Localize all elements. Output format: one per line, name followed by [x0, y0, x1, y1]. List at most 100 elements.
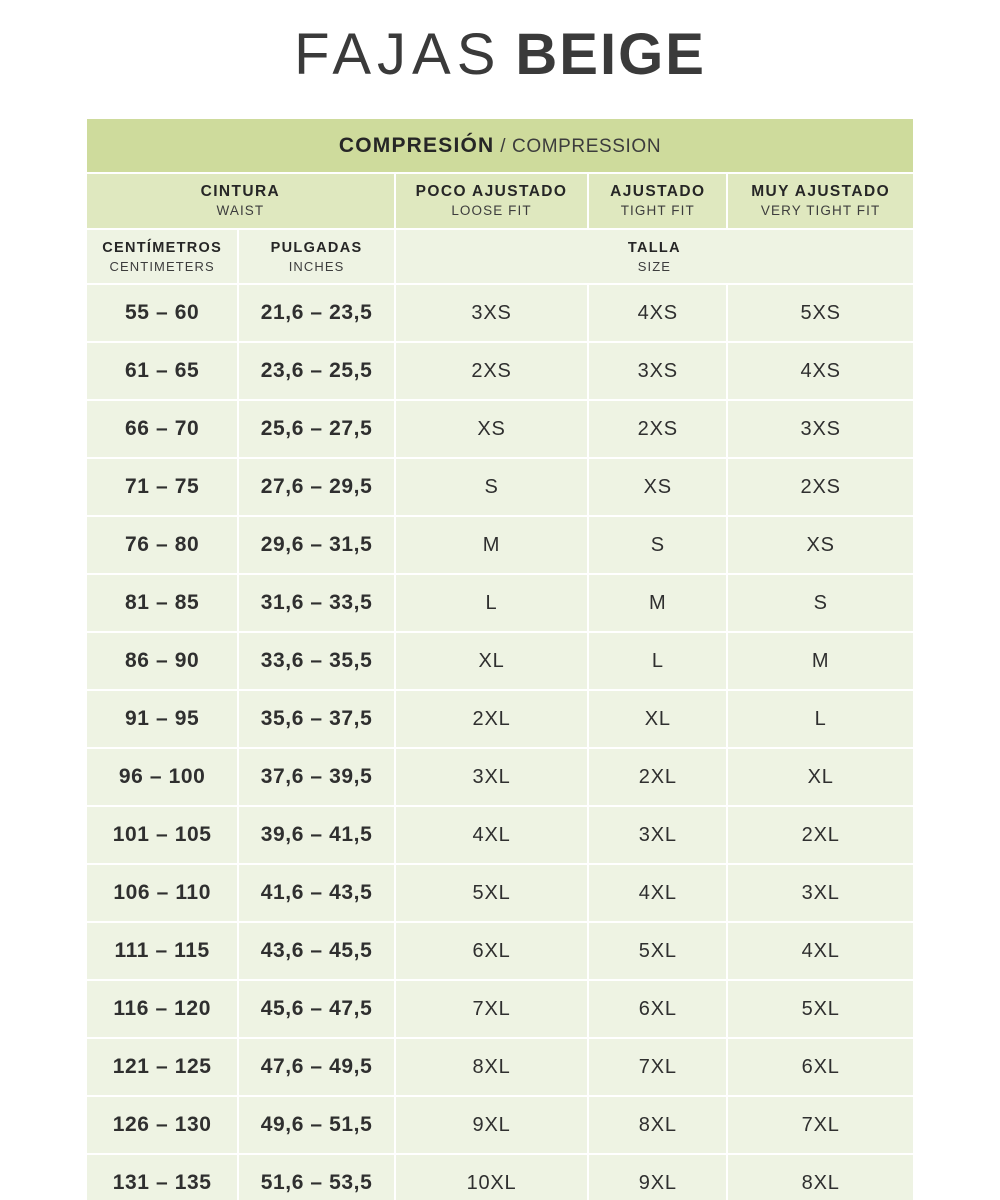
- cell-inches: 35,6 – 37,5: [239, 691, 394, 747]
- size-chart-table: COMPRESIÓN / COMPRESSION CINTURA WAIST P…: [85, 117, 915, 1200]
- group-header-loose-fit: POCO AJUSTADO LOOSE FIT: [395, 174, 588, 228]
- cell-tight-fit-size: 3XS: [589, 343, 727, 399]
- group-header-tight-es: AJUSTADO: [610, 183, 706, 200]
- cell-inches: 45,6 – 47,5: [239, 981, 394, 1037]
- unit-header-inches-es: PULGADAS: [270, 239, 363, 256]
- cell-centimeters: 131 – 135: [87, 1155, 238, 1200]
- table-row: 61 – 65 23,6 – 25,5 2XS 3XS 4XS: [87, 343, 913, 399]
- group-header-waist-en: WAIST: [216, 203, 265, 218]
- table-row: 71 – 75 27,6 – 29,5 S XS 2XS: [87, 459, 913, 515]
- cell-loose-fit-size: S: [395, 459, 588, 515]
- cell-loose-fit-size: 7XL: [395, 981, 588, 1037]
- cell-very-tight-fit-size: 7XL: [728, 1097, 913, 1153]
- cell-inches: 27,6 – 29,5: [239, 459, 394, 515]
- cell-tight-fit-size: 5XL: [589, 923, 727, 979]
- cell-tight-fit-size: 2XL: [589, 749, 727, 805]
- group-header-waist: CINTURA WAIST: [87, 174, 394, 228]
- cell-tight-fit-size: 2XS: [589, 401, 727, 457]
- cell-tight-fit-size: M: [589, 575, 727, 631]
- cell-tight-fit-size: S: [589, 517, 727, 573]
- table-row: 126 – 130 49,6 – 51,5 9XL 8XL 7XL: [87, 1097, 913, 1153]
- cell-inches: 51,6 – 53,5: [239, 1155, 394, 1200]
- cell-inches: 33,6 – 35,5: [239, 633, 394, 689]
- cell-loose-fit-size: 5XL: [395, 865, 588, 921]
- cell-very-tight-fit-size: S: [728, 575, 913, 631]
- cell-very-tight-fit-size: 6XL: [728, 1039, 913, 1095]
- group-header-row: CINTURA WAIST POCO AJUSTADO LOOSE FIT AJ…: [87, 174, 913, 228]
- cell-centimeters: 91 – 95: [87, 691, 238, 747]
- cell-inches: 43,6 – 45,5: [239, 923, 394, 979]
- group-header-very-tight-en: VERY TIGHT FIT: [760, 203, 881, 218]
- cell-very-tight-fit-size: 2XL: [728, 807, 913, 863]
- cell-inches: 23,6 – 25,5: [239, 343, 394, 399]
- cell-loose-fit-size: XL: [395, 633, 588, 689]
- cell-centimeters: 101 – 105: [87, 807, 238, 863]
- unit-header-inches: PULGADAS INCHES: [239, 230, 394, 283]
- cell-centimeters: 116 – 120: [87, 981, 238, 1037]
- table-row: 81 – 85 31,6 – 33,5 L M S: [87, 575, 913, 631]
- cell-centimeters: 96 – 100: [87, 749, 238, 805]
- cell-inches: 49,6 – 51,5: [239, 1097, 394, 1153]
- cell-loose-fit-size: 6XL: [395, 923, 588, 979]
- cell-very-tight-fit-size: 2XS: [728, 459, 913, 515]
- cell-centimeters: 121 – 125: [87, 1039, 238, 1095]
- table-row: 111 – 115 43,6 – 45,5 6XL 5XL 4XL: [87, 923, 913, 979]
- table-row: 116 – 120 45,6 – 47,5 7XL 6XL 5XL: [87, 981, 913, 1037]
- cell-centimeters: 55 – 60: [87, 285, 238, 341]
- cell-inches: 41,6 – 43,5: [239, 865, 394, 921]
- cell-centimeters: 66 – 70: [87, 401, 238, 457]
- cell-loose-fit-size: 2XL: [395, 691, 588, 747]
- unit-header-centimeters: CENTÍMETROS CENTIMETERS: [87, 230, 238, 283]
- group-header-tight-fit: AJUSTADO TIGHT FIT: [589, 174, 727, 228]
- cell-very-tight-fit-size: 4XS: [728, 343, 913, 399]
- table-row: 66 – 70 25,6 – 27,5 XS 2XS 3XS: [87, 401, 913, 457]
- unit-header-size-en: SIZE: [637, 258, 672, 274]
- cell-loose-fit-size: 9XL: [395, 1097, 588, 1153]
- cell-very-tight-fit-size: 8XL: [728, 1155, 913, 1200]
- cell-loose-fit-size: XS: [395, 401, 588, 457]
- cell-tight-fit-size: XS: [589, 459, 727, 515]
- table-row: 55 – 60 21,6 – 23,5 3XS 4XS 5XS: [87, 285, 913, 341]
- cell-centimeters: 76 – 80: [87, 517, 238, 573]
- group-header-very-tight-fit: MUY AJUSTADO VERY TIGHT FIT: [728, 174, 913, 228]
- group-header-waist-es: CINTURA: [200, 183, 281, 200]
- title-brand-bold: BEIGE: [515, 22, 706, 87]
- cell-centimeters: 111 – 115: [87, 923, 238, 979]
- compression-label-en: COMPRESSION: [512, 135, 662, 157]
- cell-tight-fit-size: 3XL: [589, 807, 727, 863]
- table-row: 76 – 80 29,6 – 31,5 M S XS: [87, 517, 913, 573]
- compression-separator: /: [494, 135, 513, 157]
- cell-centimeters: 61 – 65: [87, 343, 238, 399]
- cell-loose-fit-size: 4XL: [395, 807, 588, 863]
- table-row: 96 – 100 37,6 – 39,5 3XL 2XL XL: [87, 749, 913, 805]
- cell-centimeters: 126 – 130: [87, 1097, 238, 1153]
- cell-very-tight-fit-size: XL: [728, 749, 913, 805]
- cell-inches: 37,6 – 39,5: [239, 749, 394, 805]
- group-header-loose-en: LOOSE FIT: [451, 203, 532, 218]
- cell-inches: 25,6 – 27,5: [239, 401, 394, 457]
- cell-loose-fit-size: L: [395, 575, 588, 631]
- cell-tight-fit-size: 6XL: [589, 981, 727, 1037]
- table-body: 55 – 60 21,6 – 23,5 3XS 4XS 5XS 61 – 65 23,6 –…: [87, 285, 913, 1200]
- table-row: 91 – 95 35,6 – 37,5 2XL XL L: [87, 691, 913, 747]
- cell-very-tight-fit-size: 3XL: [728, 865, 913, 921]
- table-head: COMPRESIÓN / COMPRESSION CINTURA WAIST P…: [87, 119, 913, 283]
- unit-header-centimeters-en: CENTIMETERS: [109, 258, 215, 274]
- cell-loose-fit-size: 2XS: [395, 343, 588, 399]
- title-brand-light: FAJAS: [294, 22, 502, 87]
- group-header-tight-en: TIGHT FIT: [620, 203, 695, 218]
- cell-centimeters: 71 – 75: [87, 459, 238, 515]
- table-row: 106 – 110 41,6 – 43,5 5XL 4XL 3XL: [87, 865, 913, 921]
- cell-centimeters: 106 – 110: [87, 865, 238, 921]
- table-row: 86 – 90 33,6 – 35,5 XL L M: [87, 633, 913, 689]
- cell-tight-fit-size: 8XL: [589, 1097, 727, 1153]
- unit-header-inches-en: INCHES: [288, 258, 345, 274]
- cell-inches: 47,6 – 49,5: [239, 1039, 394, 1095]
- group-header-loose-es: POCO AJUSTADO: [415, 183, 568, 200]
- unit-header-size-es: TALLA: [627, 239, 681, 256]
- cell-inches: 31,6 – 33,5: [239, 575, 394, 631]
- cell-loose-fit-size: M: [395, 517, 588, 573]
- compression-band-cell: COMPRESIÓN / COMPRESSION: [87, 119, 913, 172]
- cell-tight-fit-size: 4XS: [589, 285, 727, 341]
